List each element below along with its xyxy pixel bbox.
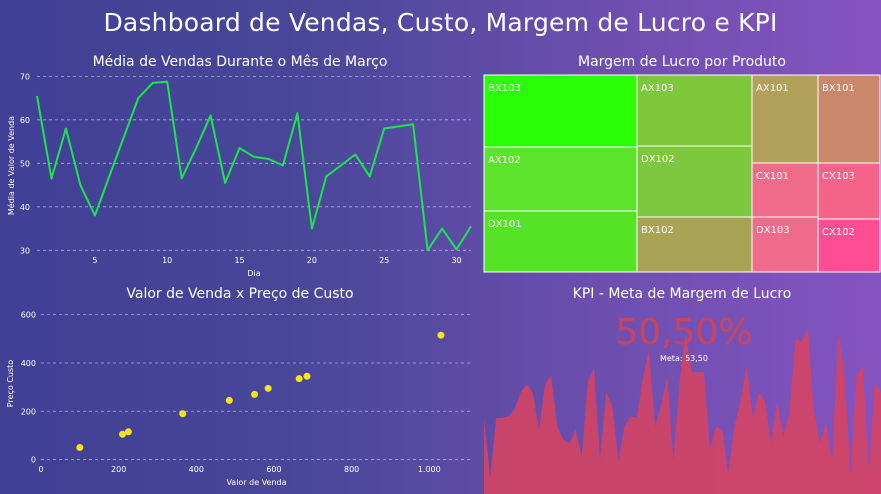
scatter-point xyxy=(179,410,187,418)
treemap-cell xyxy=(751,162,819,218)
scatter-chart: 0 200 400 600 0 200 400 600 800 1.000 Valor de Ven… xyxy=(6,311,472,487)
treemap-cell-label: BX102 xyxy=(641,225,674,236)
treemap-cell xyxy=(483,210,638,273)
scatter-y-tick: 200 xyxy=(21,407,36,416)
scatter-point xyxy=(119,430,127,438)
treemap-cell xyxy=(483,146,638,212)
kpi-title: KPI - Meta de Margem de Lucro xyxy=(572,286,792,302)
scatter-y-tick: 400 xyxy=(21,359,36,368)
scatter-point xyxy=(303,372,311,380)
treemap-cell-label: DX103 xyxy=(756,225,790,236)
treemap-cell-label: DX101 xyxy=(488,219,522,230)
scatter-y-tick: 600 xyxy=(21,311,36,320)
scatter-point xyxy=(76,444,84,452)
treemap-cell-label: CX103 xyxy=(822,171,855,182)
kpi-target: Meta: 53,50 xyxy=(659,354,708,363)
treemap-cell xyxy=(636,216,753,273)
scatter-point xyxy=(251,390,259,398)
scatter-x-tick: 400 xyxy=(189,465,204,474)
line-series xyxy=(36,80,472,252)
treemap-title: Margem de Lucro por Produto xyxy=(578,54,786,70)
scatter-x-tick: 0 xyxy=(38,465,43,474)
kpi-area-series xyxy=(484,328,881,494)
treemap-cell-label: BX101 xyxy=(822,83,855,94)
line-chart-title: Média de Vendas Durante o Mês de Março xyxy=(92,54,388,70)
scatter-x-tick: 200 xyxy=(111,465,126,474)
treemap-cell xyxy=(817,162,881,220)
treemap-cell-label: BX103 xyxy=(488,83,521,94)
line-chart: 30 40 50 60 70 5 10 15 20 25 30 Dia Média de Valor d… xyxy=(6,72,472,278)
treemap-cell xyxy=(817,218,881,273)
scatter-x-axis-label: Valor de Venda xyxy=(226,478,286,487)
scatter-point xyxy=(225,396,233,404)
treemap-cell xyxy=(751,216,819,273)
scatter-point xyxy=(124,428,132,436)
line-x-tick: 20 xyxy=(307,256,317,265)
scatter-x-tick: 800 xyxy=(344,465,359,474)
treemap: BX103 AX102 DX101 AX103 DX102 BX102 AX101 CX101… xyxy=(483,74,881,273)
scatter-y-axis-label: Preço Custo xyxy=(6,360,15,408)
treemap-cell-label: AX103 xyxy=(641,83,674,94)
treemap-cell-label: AX101 xyxy=(756,83,789,94)
line-x-tick: 5 xyxy=(92,256,97,265)
treemap-cell xyxy=(636,74,753,147)
scatter-point xyxy=(264,384,272,392)
line-y-tick: 50 xyxy=(20,159,30,168)
line-y-tick: 70 xyxy=(20,72,30,81)
treemap-cell xyxy=(483,74,638,148)
line-y-tick: 30 xyxy=(20,246,30,255)
kpi-value: 50,50% xyxy=(615,312,753,353)
scatter-x-tick: 1.000 xyxy=(418,465,441,474)
treemap-cell xyxy=(636,145,753,218)
treemap-cell-label: DX102 xyxy=(641,154,675,165)
line-y-axis-label: Média de Valor de Venda xyxy=(6,116,16,215)
line-x-tick: 25 xyxy=(379,256,389,265)
scatter-x-tick: 600 xyxy=(266,465,281,474)
line-y-tick: 60 xyxy=(20,116,30,125)
treemap-cell-label: AX102 xyxy=(488,155,521,166)
line-x-tick: 30 xyxy=(451,256,461,265)
dashboard-title: Dashboard de Vendas, Custo, Margem de Lu… xyxy=(103,8,778,37)
line-x-axis-label: Dia xyxy=(247,269,260,278)
scatter-point xyxy=(295,375,303,383)
treemap-cell-label: CX102 xyxy=(822,227,855,238)
treemap-cell-label: CX101 xyxy=(756,171,789,182)
scatter-point xyxy=(437,331,445,339)
scatter-chart-title: Valor de Venda x Preço de Custo xyxy=(126,286,354,302)
line-y-tick: 40 xyxy=(20,203,30,212)
scatter-y-tick: 0 xyxy=(31,456,36,465)
line-x-tick: 15 xyxy=(234,256,244,265)
kpi-area-chart xyxy=(484,328,881,494)
treemap-cell xyxy=(817,74,881,164)
line-x-tick: 10 xyxy=(162,256,172,265)
